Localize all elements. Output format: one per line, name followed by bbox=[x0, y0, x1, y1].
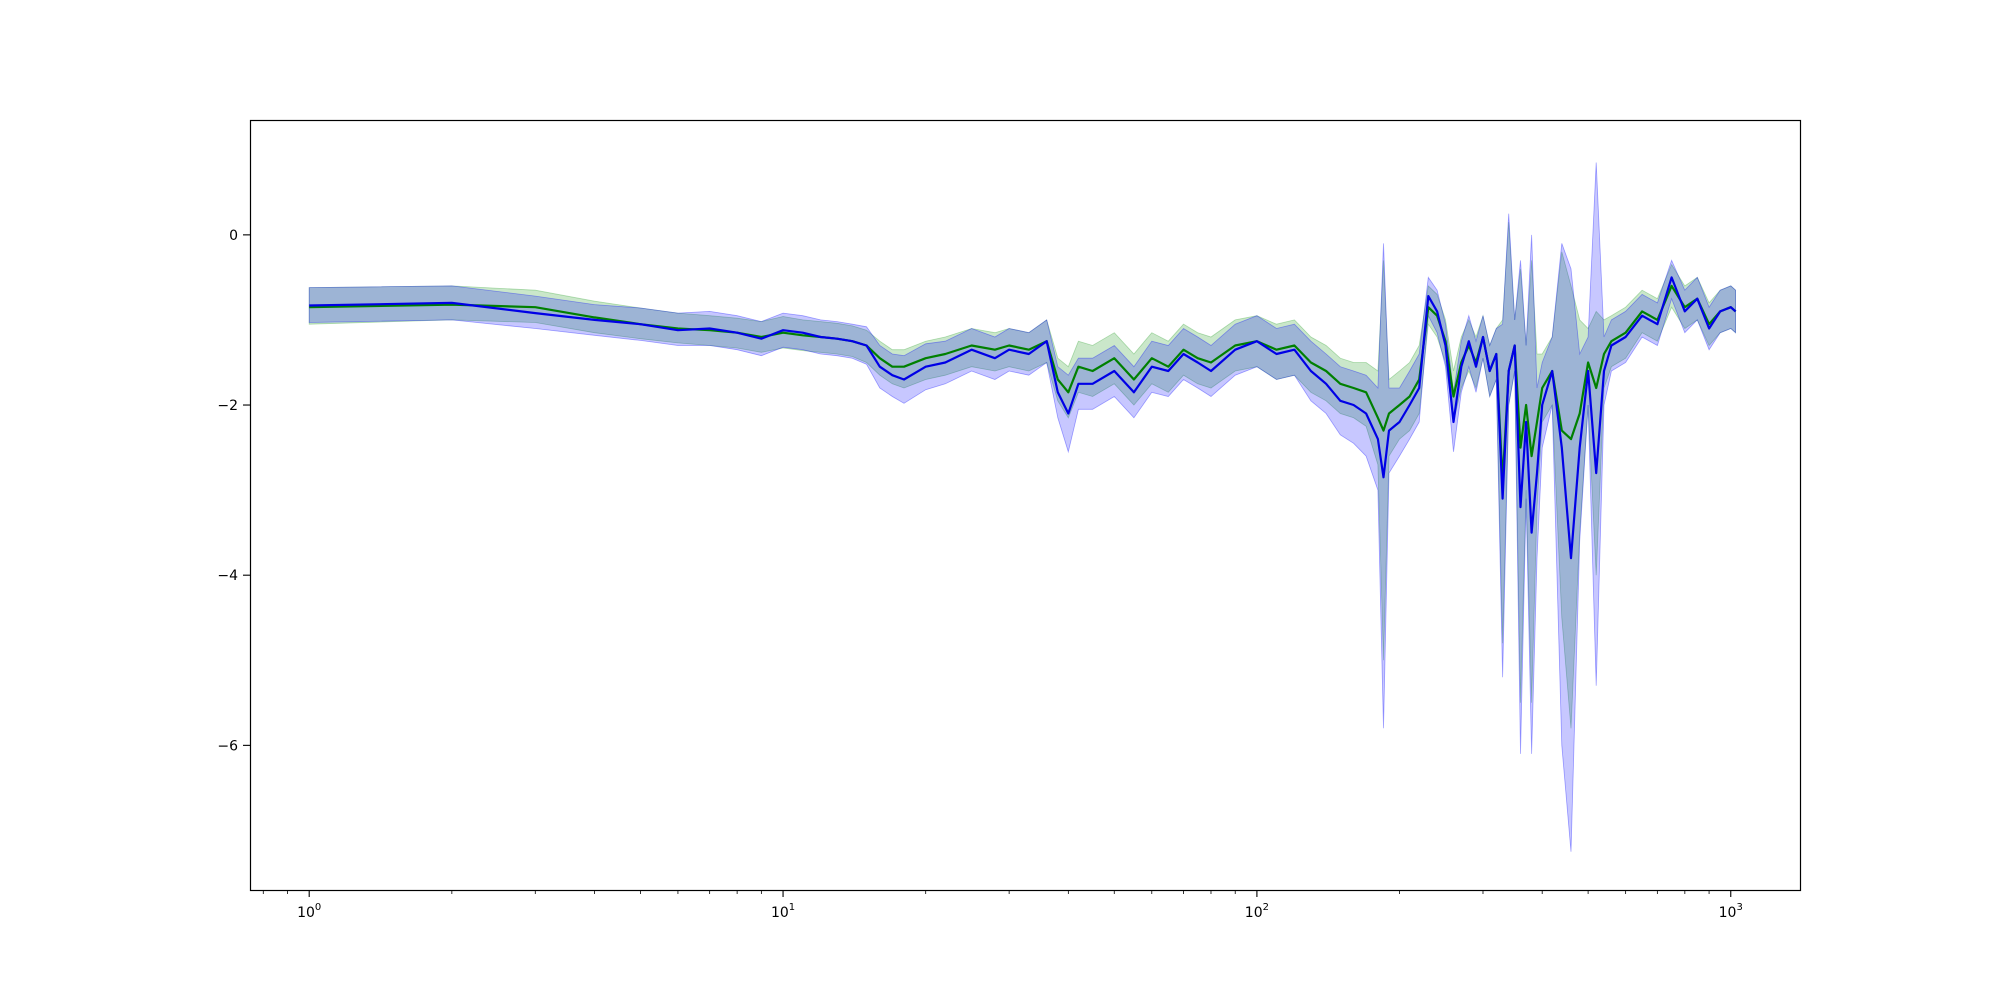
y-tick-label: 0 bbox=[229, 228, 238, 244]
y-tick-label: −6 bbox=[217, 738, 238, 754]
y-axis: 0 −2 −4 −6 bbox=[217, 228, 250, 754]
x-tick-label: 102 bbox=[1245, 902, 1269, 921]
series-1-band bbox=[308, 222, 1736, 729]
y-tick-label: −2 bbox=[217, 398, 238, 414]
series-2-band bbox=[308, 162, 1736, 852]
series-1-line bbox=[309, 284, 1737, 483]
plot-area bbox=[308, 162, 1737, 852]
x-tick-label: 103 bbox=[1719, 902, 1743, 921]
x-tick-label: 100 bbox=[297, 902, 321, 921]
y-tick-label: −4 bbox=[217, 568, 238, 584]
x-tick-label: 101 bbox=[771, 902, 795, 921]
series-2-line bbox=[309, 276, 1737, 560]
x-axis: 100 101 102 103 bbox=[262, 890, 1743, 921]
axes-frame bbox=[249, 119, 1802, 892]
